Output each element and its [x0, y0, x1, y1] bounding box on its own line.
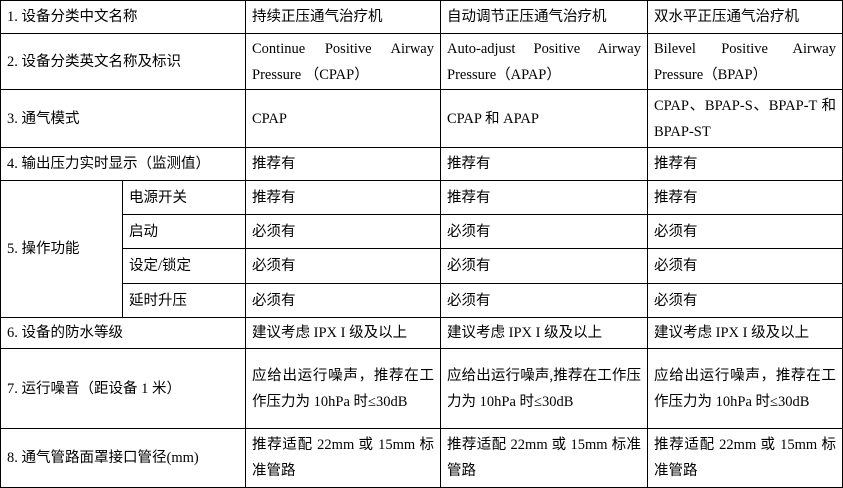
- cell: 必须有: [440, 248, 648, 284]
- cell: CPAP: [245, 89, 441, 148]
- sub-row-label: 启动: [122, 214, 246, 249]
- cell: Auto-adjust Positive Airway Pressure（APA…: [440, 33, 648, 90]
- cell: 持续正压通气治疗机: [245, 0, 441, 34]
- row-label: 2. 设备分类英文名称及标识: [0, 33, 246, 90]
- table-row: 设定/锁定 必须有 必须有 必须有: [1, 248, 843, 284]
- table-row: 7. 运行噪音（距设备 1 米） 应给出运行噪声，推荐在工作压力为 10hPa 时…: [0, 348, 843, 429]
- row-label: 7. 运行噪音（距设备 1 米）: [0, 348, 246, 429]
- cell: 必须有: [647, 283, 843, 318]
- cell: 推荐有: [440, 180, 648, 215]
- cell: 推荐适配 22mm 或 15mm 标准管路: [647, 428, 843, 488]
- table-row: 4. 输出压力实时显示（监测值） 推荐有 推荐有 推荐有: [0, 147, 843, 181]
- cell: 必须有: [245, 214, 441, 249]
- cell: 应给出运行噪声，推荐在工作压力为 10hPa 时≤30dB: [245, 348, 441, 429]
- cell: 必须有: [647, 248, 843, 284]
- cell: CPAP、BPAP-S、BPAP-T 和 BPAP-ST: [647, 89, 843, 148]
- row-label: 4. 输出压力实时显示（监测值）: [0, 147, 246, 181]
- cell: 双水平正压通气治疗机: [647, 0, 843, 34]
- cell: 推荐有: [647, 180, 843, 215]
- cell: Bilevel Positive Airway Pressure（BPAP）: [647, 33, 843, 90]
- table-row: 延时升压 必须有 必须有 必须有: [1, 283, 843, 318]
- cell: 应给出运行噪声，推荐在工作压力为 10hPa 时≤30dB: [647, 348, 843, 429]
- row-label: 5. 操作功能: [0, 180, 123, 318]
- cell: Continue Positive Airway Pressure （CPAP）: [245, 33, 441, 90]
- row-label: 8. 通气管路面罩接口管径(mm): [0, 428, 246, 488]
- cell: CPAP 和 APAP: [440, 89, 648, 148]
- sub-row-label: 设定/锁定: [122, 248, 246, 284]
- cell: 建议考虑 IPX I 级及以上: [647, 317, 843, 349]
- cell: 推荐有: [647, 147, 843, 181]
- cell: 推荐有: [245, 180, 441, 215]
- cell: 必须有: [440, 283, 648, 318]
- table-row: 1. 设备分类中文名称 持续正压通气治疗机 自动调节正压通气治疗机 双水平正压通气治疗…: [0, 0, 843, 34]
- table-row: 8. 通气管路面罩接口管径(mm) 推荐适配 22mm 或 15mm 标准管路 推荐…: [0, 428, 843, 488]
- cell: 建议考虑 IPX I 级及以上: [245, 317, 441, 349]
- cell: 必须有: [440, 214, 648, 249]
- cell: 推荐适配 22mm 或 15mm 标准管路: [440, 428, 648, 488]
- cell: 建议考虑 IPX I 级及以上: [440, 317, 648, 349]
- cell: 推荐适配 22mm 或 15mm 标准管路: [245, 428, 441, 488]
- cell: 必须有: [647, 214, 843, 249]
- cell: 必须有: [245, 248, 441, 284]
- sub-row-label: 电源开关: [122, 180, 246, 215]
- table-row: 3. 通气模式 CPAP CPAP 和 APAP CPAP、BPAP-S、BPAP-T…: [0, 89, 843, 148]
- cell: 推荐有: [440, 147, 648, 181]
- table-row: 2. 设备分类英文名称及标识 Continue Positive Airway P…: [0, 33, 843, 90]
- row-label: 1. 设备分类中文名称: [0, 0, 246, 34]
- row-label: 6. 设备的防水等级: [0, 317, 246, 349]
- cell: 自动调节正压通气治疗机: [440, 0, 648, 34]
- cell: 应给出运行噪声,推荐在工作压力为 10hPa 时≤30dB: [440, 348, 648, 429]
- table-row: 启动 必须有 必须有 必须有: [1, 214, 843, 249]
- table-row: 5. 操作功能 电源开关 推荐有 推荐有 推荐有: [0, 180, 843, 318]
- row-label: 3. 通气模式: [0, 89, 246, 148]
- table-row: 6. 设备的防水等级 建议考虑 IPX I 级及以上 建议考虑 IPX I 级及以上…: [0, 317, 843, 349]
- cell: 推荐有: [245, 147, 441, 181]
- cell: 必须有: [245, 283, 441, 318]
- sub-row-label: 延时升压: [122, 283, 246, 318]
